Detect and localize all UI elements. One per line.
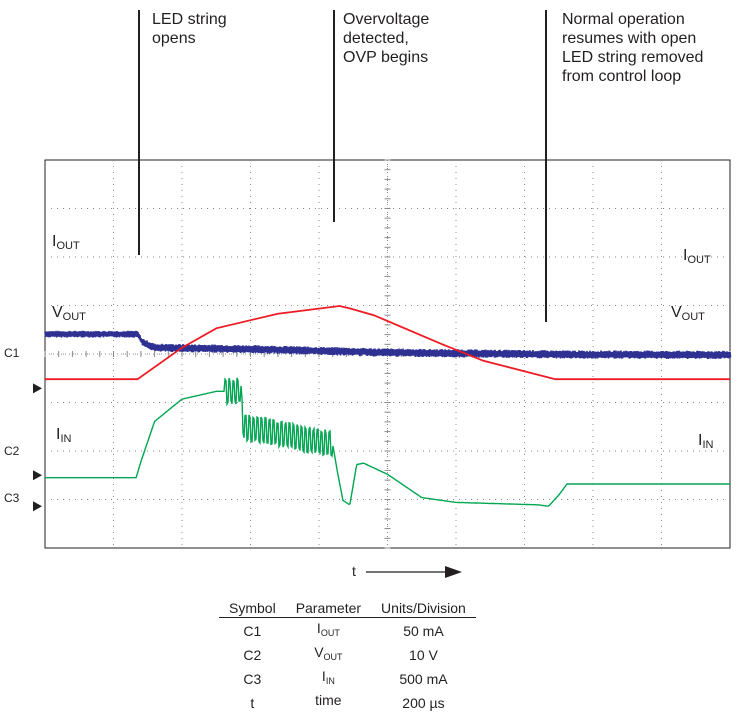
legend-symbol: t — [250, 694, 255, 711]
channel-marker-c2: C2 — [4, 444, 20, 458]
trace-label-iout-left: IOUT — [52, 233, 80, 252]
trace-iout — [44, 330, 732, 360]
trace-label-vout-left: VOUT — [52, 304, 86, 323]
legend-parameter: IIN — [321, 668, 335, 686]
time-axis-label: t — [352, 563, 356, 579]
trace-vout — [45, 305, 730, 381]
trace-iin — [45, 377, 730, 507]
time-arrow-head — [445, 566, 462, 578]
trace-label-iin-right: IIN — [698, 432, 714, 451]
legend-row: t time 200 µs — [219, 690, 476, 714]
trace-label-vout-right: VOUT — [671, 304, 705, 323]
trace-label-iin-left: IIN — [56, 426, 72, 445]
legend-symbol: C2 — [243, 646, 262, 663]
legend-parameter: VOUT — [314, 644, 343, 662]
legend-symbol: C1 — [243, 622, 262, 639]
legend-row: C2 VOUT 10 V — [219, 642, 476, 666]
legend-symbol: C3 — [243, 670, 262, 687]
legend-header-parameter: Parameter — [285, 600, 372, 618]
annotation-leader-lines — [138, 10, 547, 322]
legend-parameter: IOUT — [316, 620, 340, 638]
trace-label-iout-right: IOUT — [683, 247, 711, 266]
annotation-overvoltage-detected: Overvoltage detected, OVP begins — [343, 11, 430, 66]
legend-header-units: Units/Division — [371, 600, 476, 618]
waveform-traces — [44, 305, 732, 507]
channel-markers — [33, 383, 42, 512]
time-arrow — [366, 566, 462, 578]
legend-units: 50 mA — [403, 622, 444, 639]
channel-marker-triangle — [33, 383, 42, 394]
units-legend-table: Symbol Parameter Units/Division C1 IOUT … — [219, 600, 476, 714]
legend-parameter: time — [315, 692, 342, 708]
annotation-normal-operation-resumes: Normal operation resumes with open LED s… — [562, 11, 704, 85]
legend-row: C3 IIN 500 mA — [219, 666, 476, 690]
legend-units: 500 mA — [399, 670, 448, 687]
legend-header-symbol: Symbol — [219, 600, 286, 618]
legend-units: 10 V — [409, 646, 438, 663]
channel-marker-triangle — [33, 470, 42, 481]
channel-marker-c1: C1 — [4, 346, 20, 360]
legend-units: 200 µs — [402, 694, 445, 711]
annotation-led-string-opens: LED string opens — [152, 11, 227, 47]
channel-marker-triangle — [33, 501, 42, 512]
legend-row: C1 IOUT 50 mA — [219, 618, 476, 643]
legend-header-row: Symbol Parameter Units/Division — [219, 600, 476, 618]
channel-marker-c3: C3 — [4, 491, 20, 505]
